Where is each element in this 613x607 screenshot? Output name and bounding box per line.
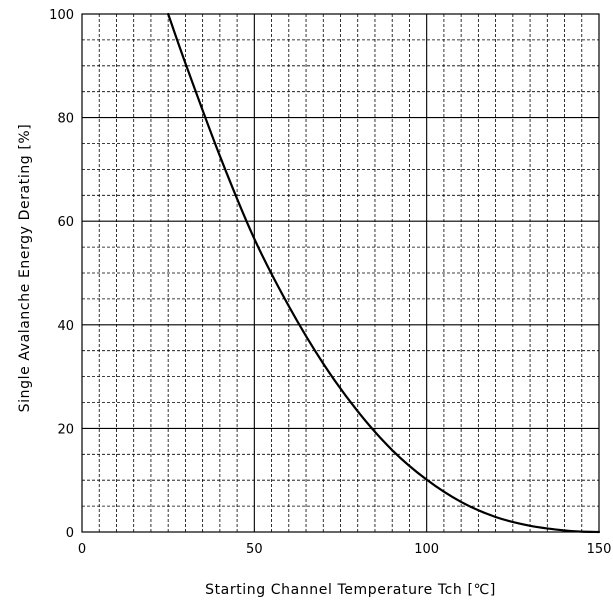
y-tick-label: 40 <box>57 319 74 334</box>
x-tick-label: 150 <box>587 542 612 557</box>
y-tick-label: 0 <box>66 526 74 541</box>
x-tick-label: 0 <box>78 542 86 557</box>
minor-grid <box>82 14 599 532</box>
y-axis-title: Single Avalanche Energy Derating [%] <box>17 124 33 413</box>
derating-curve <box>167 12 601 534</box>
y-tick-label: 20 <box>57 422 74 437</box>
y-tick-label: 60 <box>57 215 74 230</box>
x-tick-label: 50 <box>246 542 263 557</box>
x-tick-label: 100 <box>414 542 439 557</box>
x-axis-ticks: 0 50 100 150 <box>78 542 612 557</box>
series-layer <box>167 12 601 534</box>
plot-frame <box>81 13 600 533</box>
y-axis-ticks: 0 20 40 60 80 100 <box>49 8 74 541</box>
y-tick-label: 80 <box>57 112 74 127</box>
major-grid <box>82 14 599 532</box>
x-axis-title: Starting Channel Temperature Tch [℃] <box>205 582 496 598</box>
y-tick-label: 100 <box>49 8 74 23</box>
